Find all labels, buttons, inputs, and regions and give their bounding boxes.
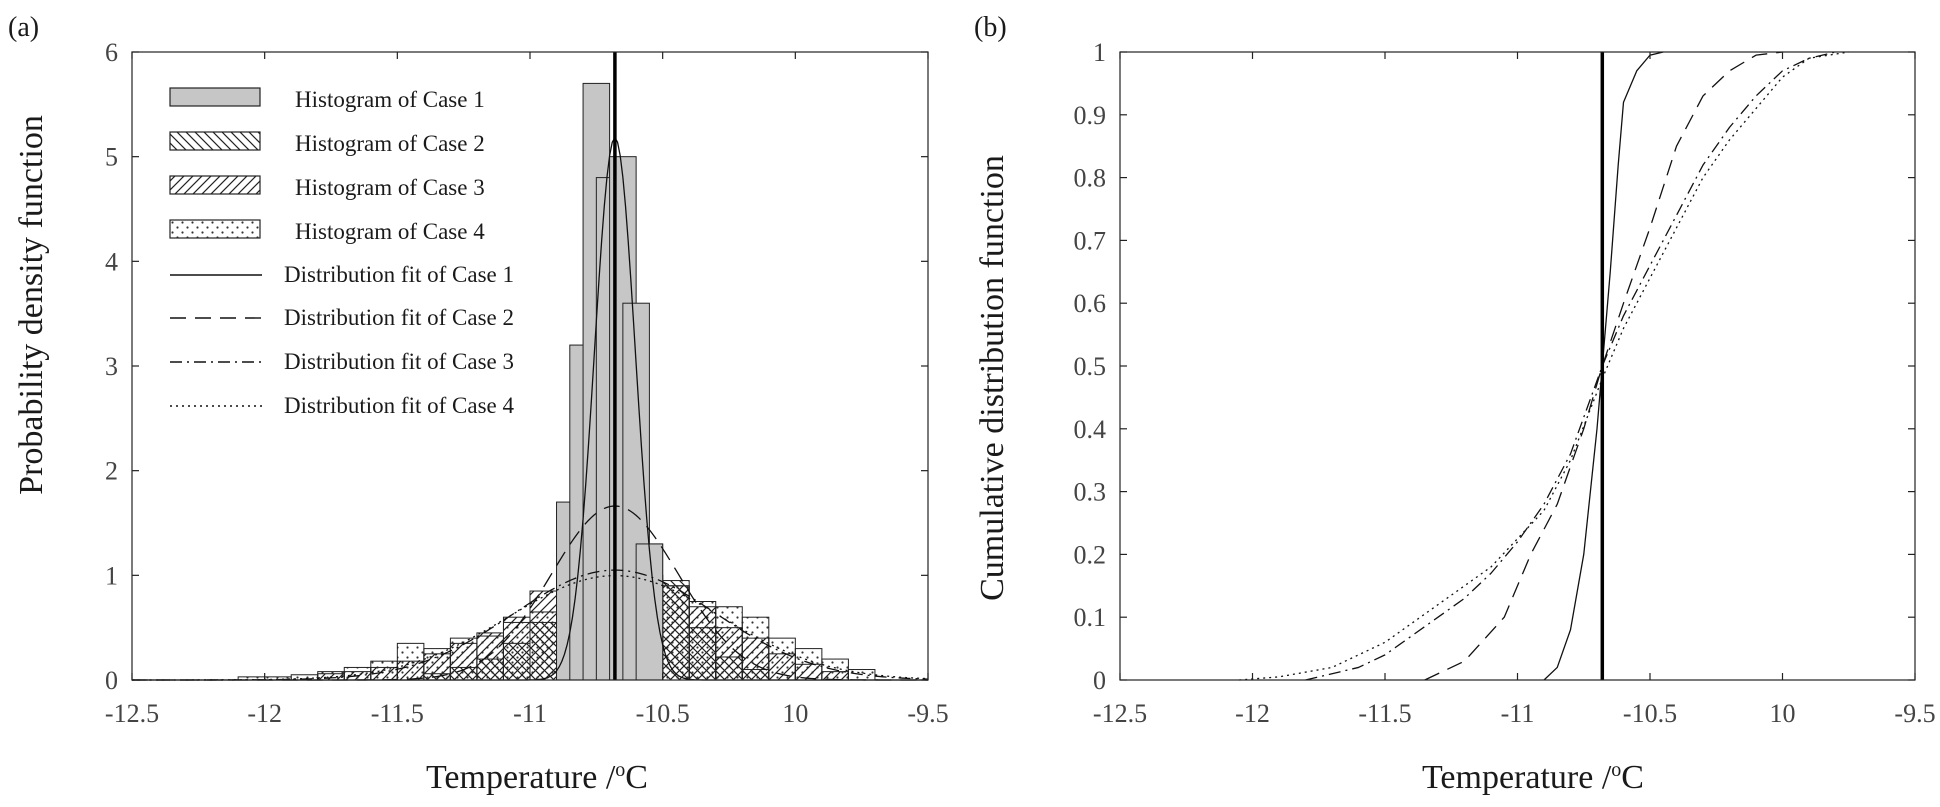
panel-a-y-axis-title: Probability density function xyxy=(13,115,50,495)
panel-a-y-tick-label: 0 xyxy=(105,666,118,695)
panel-a-x-tick-label: -11.5 xyxy=(371,699,424,728)
panel-a-x-tick-label: -9.5 xyxy=(907,699,948,728)
panel-b-y-tick-label: 0.7 xyxy=(1074,226,1107,255)
panel-b-x-tick-label: -11.5 xyxy=(1358,699,1411,728)
legend-label-histogram-case-3: Histogram of Case 3 xyxy=(295,175,485,200)
panel-a-y-tick-label: 1 xyxy=(105,561,118,590)
legend-swatch-case-4-histogram xyxy=(169,219,261,239)
panel-b-x-tick-label: -12 xyxy=(1235,699,1270,728)
panel-a-legend: Histogram of Case 1 Histogram of Case 2 Hi… xyxy=(169,87,514,418)
panel-b-x-tick-label: -10.5 xyxy=(1623,699,1677,728)
legend-label-histogram-case-1: Histogram of Case 1 xyxy=(295,87,485,112)
panel-a-x-tick-label: -12.5 xyxy=(105,699,159,728)
panel-b-x-tick-label: -9.5 xyxy=(1894,699,1935,728)
panel-b-y-tick-label: 0.9 xyxy=(1074,101,1107,130)
legend-swatch-case-1-histogram xyxy=(169,87,261,107)
case-2-histogram-bar xyxy=(741,669,770,681)
panel-a-x-tick-label: 10 xyxy=(782,699,808,728)
case-2-histogram-bar xyxy=(529,621,558,681)
legend-label-distribution-fit-case-2: Distribution fit of Case 2 xyxy=(284,305,514,330)
legend-label-distribution-fit-case-1: Distribution fit of Case 1 xyxy=(284,262,514,287)
panel-a-x-tick-label: -12 xyxy=(247,699,282,728)
case-2-histogram-bar xyxy=(715,656,743,681)
case-2-histogram-bar xyxy=(502,642,531,681)
panel-a-y-tick-label: 4 xyxy=(105,247,118,276)
case-3-distribution-fit-line xyxy=(132,569,929,681)
panel-a-y-tick-label: 6 xyxy=(105,38,118,67)
case-3-histogram-bar xyxy=(794,663,823,681)
legend-label-histogram-case-2: Histogram of Case 2 xyxy=(295,131,485,156)
panel-b-y-tick-label: 0.2 xyxy=(1074,540,1107,569)
panel-b: (b) -12.5 -12 -11.5 -11 -10.5 10 -9.5 0 0.1 0.2 0.… xyxy=(974,12,1936,796)
panel-b-y-tick-label: 0.3 xyxy=(1074,478,1107,507)
panel-b-y-tick-label: 0.8 xyxy=(1074,164,1107,193)
case-2-cdf-line xyxy=(1424,51,1783,681)
panel-a-x-axis-title: Temperature /oC xyxy=(426,759,648,796)
panel-b-label: (b) xyxy=(974,12,1007,43)
panel-b-y-tick-label: 0.6 xyxy=(1074,289,1107,318)
panel-b-y-tick-label: 0.1 xyxy=(1074,603,1107,632)
panel-b-x-tick-label: -12.5 xyxy=(1093,699,1147,728)
case-2-histogram-bar xyxy=(476,658,504,681)
panel-b-y-tick-label: 1 xyxy=(1093,38,1106,67)
panel-b-y-axis-title: Cumulative distribution function xyxy=(974,155,1011,601)
case-3-histogram-bar xyxy=(396,660,425,681)
panel-a-y-tick-label: 3 xyxy=(105,352,118,381)
legend-label-distribution-fit-case-4: Distribution fit of Case 4 xyxy=(284,393,514,418)
panel-a-label: (a) xyxy=(8,12,39,43)
case-3-cdf-line xyxy=(1305,51,1836,681)
panel-a-y-tick-label: 5 xyxy=(105,143,118,172)
case-4-cdf-line xyxy=(1239,51,1849,681)
legend-swatch-case-2-histogram xyxy=(169,131,261,151)
panel-a-x-tick-label: -10.5 xyxy=(636,699,690,728)
panel-b-plot-area: -12.5 -12 -11.5 -11 -10.5 10 -9.5 0 0.1 0.2 0.3 0.4… xyxy=(1074,38,1936,728)
panel-a-x-tick-label: -11 xyxy=(513,699,547,728)
panel-a-y-tick-label: 2 xyxy=(105,457,118,486)
case-2-histogram-bar xyxy=(662,580,690,681)
case-1-cdf-line xyxy=(1543,51,1664,681)
panel-b-x-axis-title: Temperature /oC xyxy=(1422,759,1644,796)
panel-a-plot-area: -12.5 -12 -11.5 -11 -10.5 10 -9.5 0 1 2 3 4 5 6 xyxy=(105,38,949,728)
legend-swatch-case-3-histogram xyxy=(169,175,261,195)
panel-a: (a) -12.5 -12 -11.5 -11 -10.5 10 -9.5 0 1 2 3 4 5 6 P… xyxy=(8,12,949,796)
case-1-histogram-bar xyxy=(635,543,664,681)
panel-b-y-tick-label: 0.5 xyxy=(1074,352,1107,381)
legend-label-histogram-case-4: Histogram of Case 4 xyxy=(295,219,485,244)
case-2-histogram-bar xyxy=(688,627,717,681)
panel-b-x-tick-label: 10 xyxy=(1770,699,1796,728)
panel-b-x-tick-label: -11 xyxy=(1501,699,1535,728)
panel-b-y-tick-label: 0.4 xyxy=(1074,415,1107,444)
legend-label-distribution-fit-case-3: Distribution fit of Case 3 xyxy=(284,349,514,374)
panel-b-y-tick-label: 0 xyxy=(1093,666,1106,695)
